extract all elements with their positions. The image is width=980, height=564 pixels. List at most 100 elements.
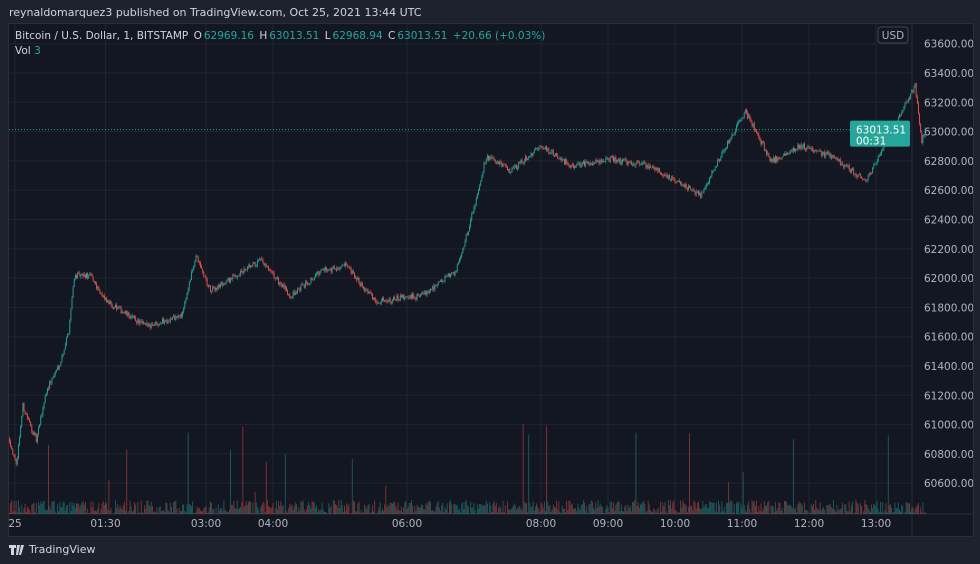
candle-body bbox=[386, 300, 388, 303]
volume-bar bbox=[819, 502, 821, 514]
volume-legend: Vol 3 bbox=[15, 45, 41, 57]
candle-body bbox=[676, 181, 678, 182]
volume-bar bbox=[618, 502, 620, 514]
candle-body bbox=[853, 168, 855, 175]
candle-body bbox=[394, 296, 396, 300]
candle-body bbox=[921, 132, 923, 144]
volume-bar bbox=[231, 504, 233, 514]
volume-bar bbox=[536, 503, 537, 514]
candle-body bbox=[519, 161, 521, 164]
volume-bar bbox=[448, 502, 450, 514]
volume-bar bbox=[878, 512, 880, 514]
candle-body bbox=[903, 106, 905, 111]
candle-body bbox=[507, 166, 508, 171]
volume-bar bbox=[437, 501, 439, 514]
candle-body bbox=[387, 300, 389, 303]
candle-body bbox=[498, 162, 500, 165]
candle-body bbox=[195, 256, 197, 263]
volume-bar bbox=[103, 504, 105, 514]
candle-body bbox=[97, 286, 99, 289]
volume-bar bbox=[890, 504, 891, 514]
volume-bar bbox=[700, 509, 702, 514]
volume-bar bbox=[817, 509, 819, 514]
volume-bar bbox=[408, 503, 410, 514]
candle-body bbox=[882, 149, 884, 151]
volume-bar bbox=[777, 508, 779, 514]
volume-bar bbox=[268, 506, 269, 514]
price-chart[interactable]: 63600.0063400.0063200.0063000.0062800.00… bbox=[9, 24, 973, 536]
y-tick-label: 61400.00 bbox=[924, 361, 973, 373]
volume-bar bbox=[657, 507, 659, 514]
candle-body bbox=[542, 148, 544, 150]
volume-bar bbox=[249, 501, 250, 514]
volume-bar bbox=[800, 503, 802, 514]
volume-bar bbox=[699, 507, 701, 514]
candle-body bbox=[584, 161, 585, 166]
volume-bar bbox=[143, 512, 144, 514]
candle-body bbox=[44, 395, 46, 404]
candle-body bbox=[752, 123, 754, 126]
candle-body bbox=[135, 317, 137, 322]
volume-bar bbox=[213, 508, 215, 514]
volume-bar bbox=[534, 506, 536, 514]
volume-bar bbox=[435, 506, 437, 514]
volume-bar bbox=[652, 511, 654, 514]
candle-body bbox=[615, 157, 617, 163]
candle-body bbox=[459, 259, 460, 263]
candle-body bbox=[113, 307, 115, 309]
volume-bar bbox=[221, 507, 223, 514]
volume-bar bbox=[691, 505, 693, 514]
candle-body bbox=[531, 153, 533, 156]
low-label: L bbox=[324, 30, 331, 42]
candle-body bbox=[617, 159, 619, 162]
candle-body bbox=[708, 183, 709, 184]
candle-body bbox=[486, 155, 488, 159]
volume-bar bbox=[252, 502, 254, 514]
volume-bar bbox=[538, 508, 540, 514]
candle-body bbox=[404, 297, 406, 300]
volume-bar bbox=[291, 504, 293, 514]
volume-bar bbox=[316, 505, 317, 514]
candle-body bbox=[899, 114, 900, 117]
x-tick-label: 09:00 bbox=[593, 518, 623, 530]
candle-body bbox=[772, 158, 774, 162]
candle-body bbox=[163, 319, 165, 324]
volume-bar bbox=[714, 511, 716, 514]
candle-body bbox=[765, 150, 766, 152]
volume-bar bbox=[786, 501, 788, 514]
candle-body bbox=[880, 154, 881, 156]
candle-body bbox=[194, 262, 196, 267]
candle-body bbox=[651, 167, 652, 169]
chart-panel[interactable]: 63600.00 63400.00 63200.00 63000.00 62800.00… bbox=[8, 23, 974, 537]
candle-body bbox=[564, 159, 565, 165]
candle-body bbox=[42, 407, 44, 415]
candle-body bbox=[530, 153, 532, 157]
volume-bar bbox=[725, 503, 727, 514]
candle-body bbox=[735, 125, 737, 131]
volume-bar bbox=[694, 502, 696, 514]
volume-bar bbox=[664, 502, 666, 514]
volume-bar bbox=[52, 501, 54, 514]
candle-body bbox=[852, 168, 853, 170]
volume-bar bbox=[180, 511, 182, 514]
candle-body bbox=[179, 314, 181, 317]
volume-bar bbox=[423, 509, 425, 514]
candle-body bbox=[76, 274, 77, 279]
volume-bar bbox=[771, 505, 773, 514]
candle-body bbox=[29, 419, 31, 422]
volume-bar bbox=[733, 504, 735, 514]
candle-body bbox=[591, 163, 593, 165]
volume-bar bbox=[581, 504, 583, 514]
volume-bar bbox=[442, 502, 444, 514]
volume-bar bbox=[480, 504, 482, 514]
volume-bar bbox=[148, 504, 150, 514]
volume-bar bbox=[779, 502, 781, 514]
volume-bar bbox=[765, 505, 766, 514]
candle-body bbox=[550, 151, 552, 154]
candle-body bbox=[632, 164, 634, 166]
volume-bar bbox=[718, 500, 719, 514]
volume-bar bbox=[690, 505, 692, 514]
volume-bar bbox=[100, 508, 102, 514]
candle-body bbox=[330, 268, 332, 272]
volume-bar bbox=[33, 503, 35, 514]
